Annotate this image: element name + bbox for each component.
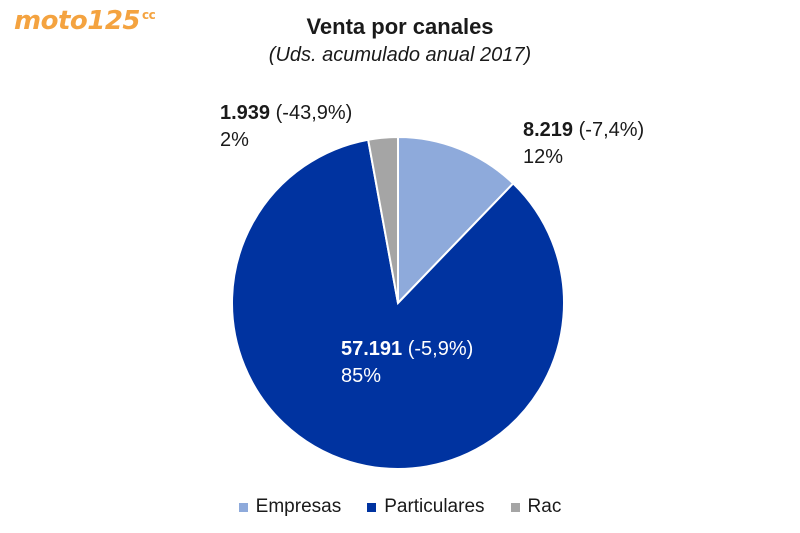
- pie-slice-rac: [366, 135, 399, 304]
- data-label-empresas-value: 8.219: [523, 119, 574, 141]
- data-label-empresas-percent: 12%: [523, 146, 564, 168]
- legend-label-rac: Rac: [527, 496, 562, 517]
- logo-suffix: cc: [142, 8, 156, 23]
- data-label-rac-value: 1.939: [220, 102, 271, 124]
- data-label-rac-percent: 2%: [220, 129, 249, 151]
- legend-swatch-empresas: [238, 502, 248, 512]
- legend-label-empresas: Empresas: [255, 496, 342, 517]
- chart-title: Venta por canales: [306, 14, 494, 39]
- data-label-particulares-value: 57.191: [341, 338, 403, 360]
- legend-swatch-rac: [510, 502, 520, 512]
- data-label-particulares-change: (-5,9%): [407, 338, 474, 360]
- data-label-particulares-percent: 85%: [341, 365, 382, 387]
- legend-item-particulares: Particulares: [367, 496, 485, 518]
- chart-subtitle: (Uds. acumulado anual 2017): [268, 44, 532, 66]
- pie-slice-particulares: [231, 138, 565, 470]
- data-label-empresas-change: (-7,4%): [578, 119, 645, 141]
- data-label-rac: 1.939 (-43,9%) 2%: [220, 100, 352, 154]
- legend-label-particulares: Particulares: [384, 496, 485, 517]
- pie-slice-empresas: [397, 135, 515, 306]
- legend-item-empresas: Empresas: [238, 496, 342, 518]
- data-label-empresas: 8.219 (-7,4%) 12%: [523, 117, 644, 171]
- moto125-logo: moto125 cc: [14, 6, 156, 36]
- logo-text: moto125: [14, 6, 141, 36]
- legend-item-rac: Rac: [510, 496, 562, 518]
- legend-swatch-particulares: [367, 502, 377, 512]
- chart-legend: Empresas Particulares Rac: [0, 496, 800, 518]
- data-label-rac-change: (-43,9%): [275, 102, 353, 124]
- data-label-particulares: 57.191 (-5,9%) 85%: [341, 336, 473, 390]
